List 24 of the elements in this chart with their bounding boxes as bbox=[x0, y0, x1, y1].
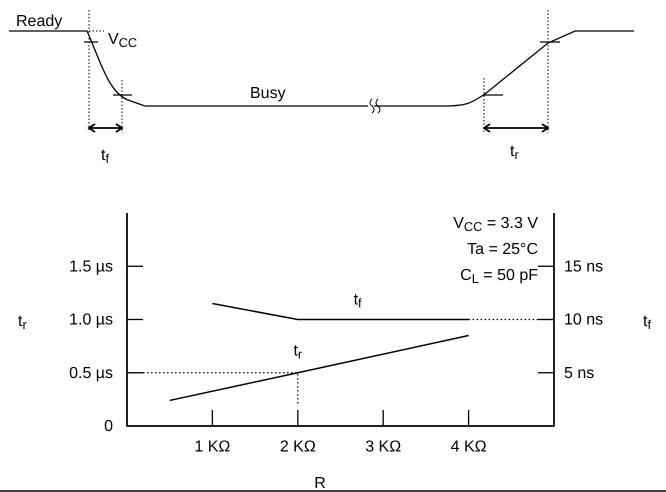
text: V$_{CC}$ bbox=[108, 31, 138, 50]
series-label: t$_{f}$ bbox=[354, 292, 362, 311]
x-tick-label: 1 KΩ bbox=[194, 438, 230, 456]
y-tick-label: 1.5 µs bbox=[69, 258, 113, 276]
text: t$_{r}$ bbox=[510, 143, 520, 162]
y2-axis-title: t$_{f}$ bbox=[643, 313, 652, 332]
x-axis-title: R bbox=[314, 475, 326, 492]
y-tick-label: 0 bbox=[104, 418, 114, 436]
text: Busy bbox=[250, 85, 286, 102]
y-tick-label: 1.0 µs bbox=[69, 312, 113, 329]
x-tick-label: 2 KΩ bbox=[280, 438, 316, 456]
text: Ready bbox=[16, 13, 62, 30]
annotation: Ta = 25°C bbox=[467, 241, 538, 258]
y2-tick-label: 15 ns bbox=[564, 258, 604, 276]
series-label: t$_{r}$ bbox=[293, 342, 303, 362]
y-tick-label: 0.5 µs bbox=[69, 364, 113, 382]
x-tick-label: 4 KΩ bbox=[450, 438, 487, 456]
y2-tick-label: 5 ns bbox=[564, 364, 594, 382]
x-tick-label: 3 KΩ bbox=[365, 438, 402, 456]
annotation: C$_{L}$ = 50 pF bbox=[460, 267, 538, 286]
y-axis-title: t$_{r}$ bbox=[18, 313, 28, 332]
annotation: V$_{CC}$ = 3.3 V bbox=[453, 215, 538, 234]
text: t$_{f}$ bbox=[101, 147, 110, 166]
y2-tick-label: 10 ns bbox=[564, 312, 604, 329]
